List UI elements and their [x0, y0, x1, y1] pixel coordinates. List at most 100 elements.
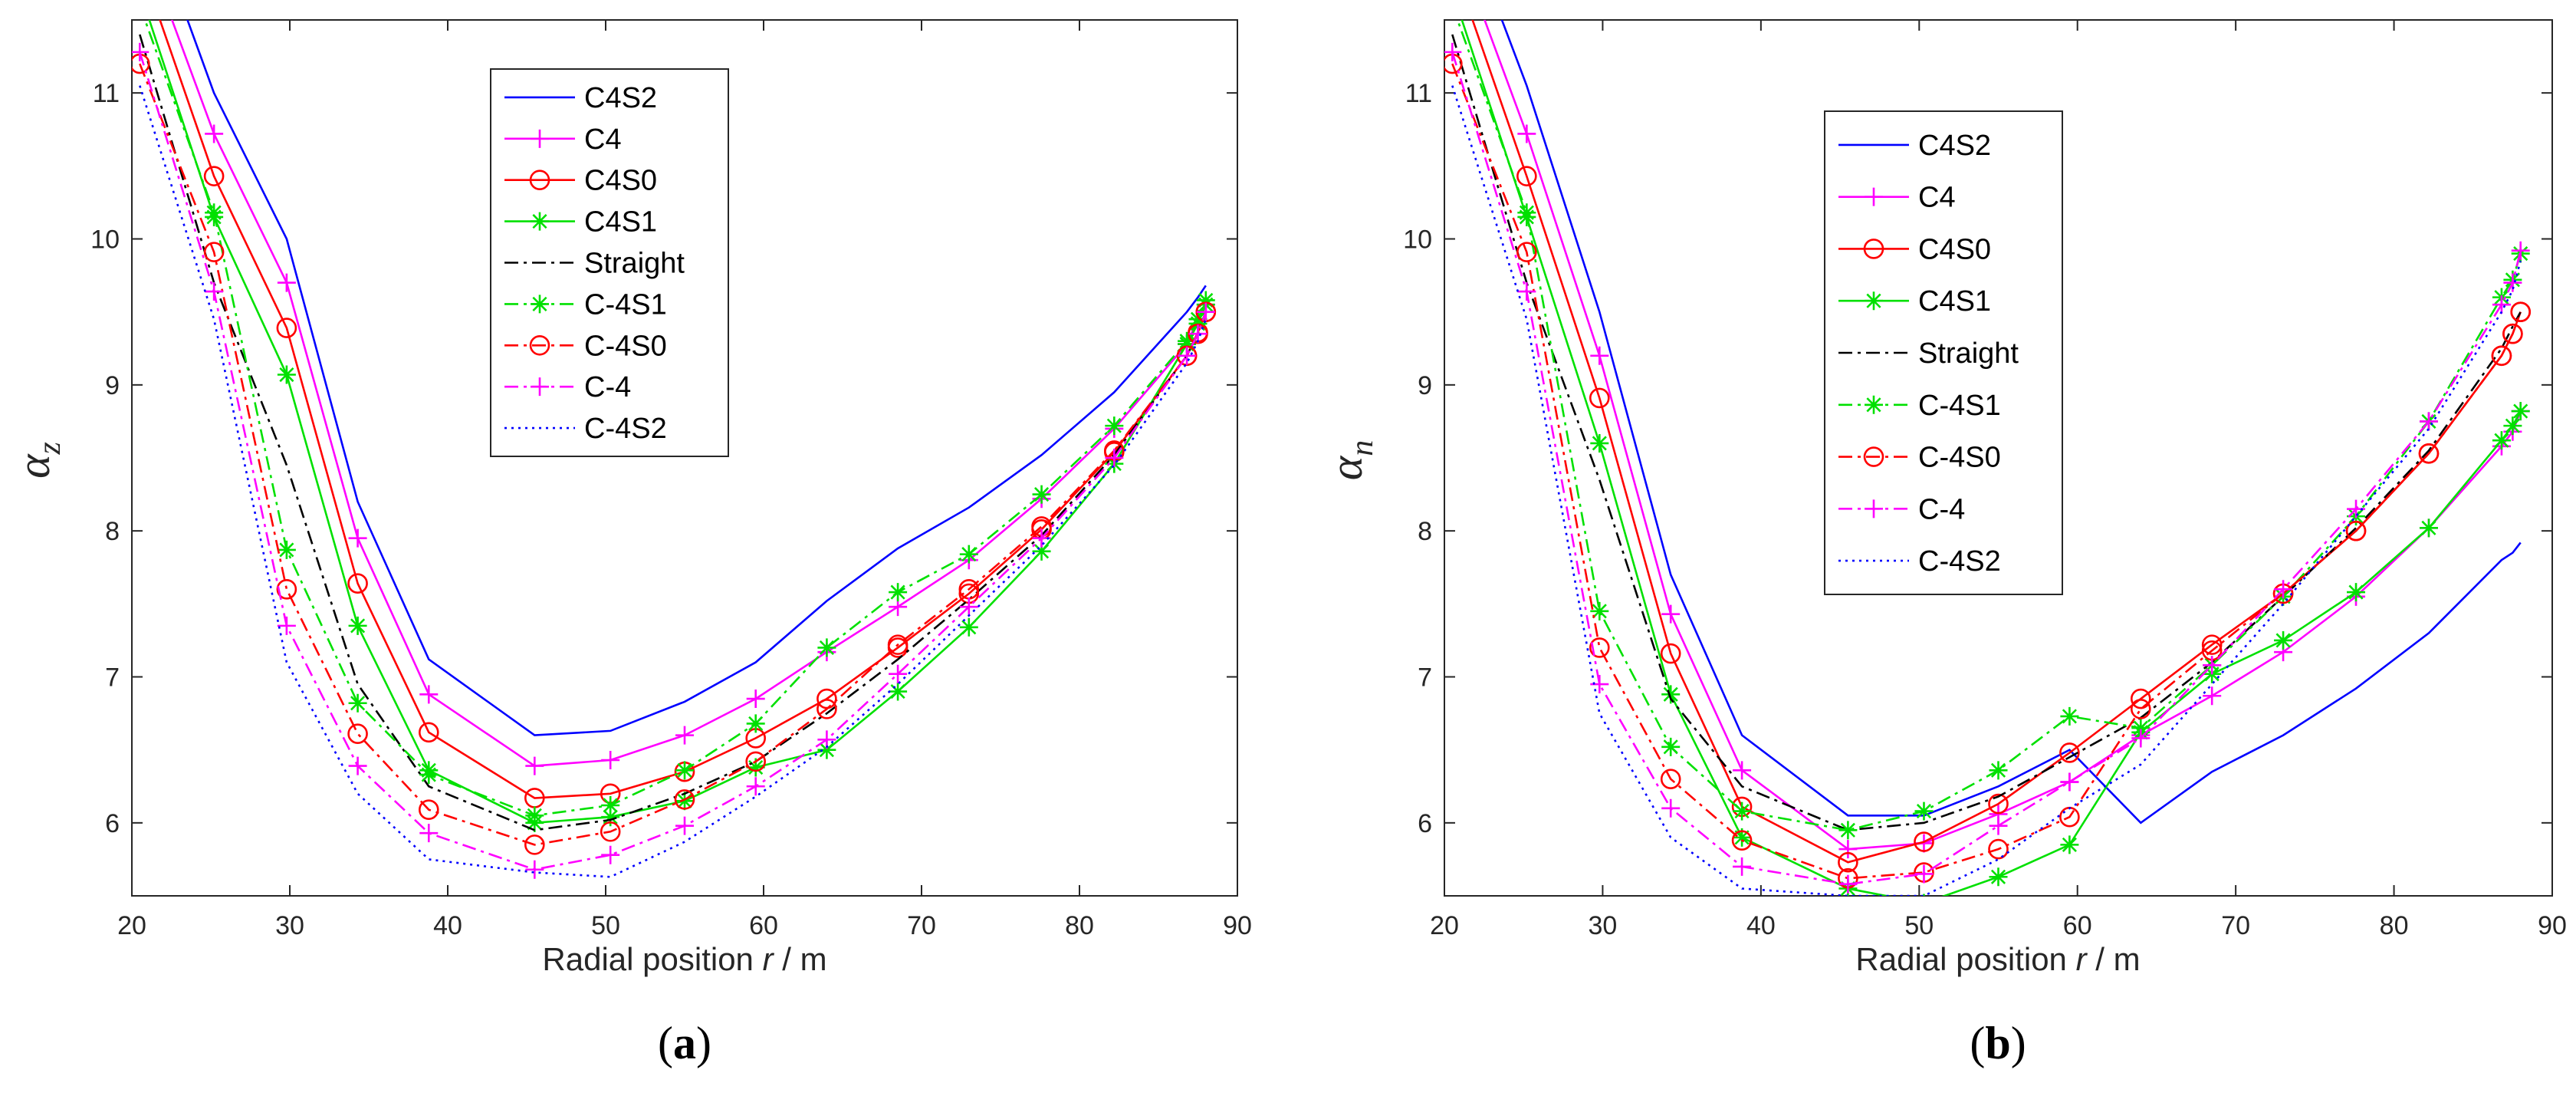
- data-point: [1188, 310, 1208, 329]
- x-axis-label-b: Radial position r / m: [1855, 941, 2140, 977]
- data-point: [2130, 699, 2151, 719]
- data-point: [2511, 402, 2530, 421]
- y-tick-label-a: 7: [105, 663, 120, 693]
- data-point: [2511, 241, 2530, 260]
- legend-marker: [1863, 239, 1884, 259]
- x-tick-label-a: 30: [275, 911, 304, 940]
- data-point: [1733, 828, 1752, 847]
- data-point: [348, 616, 367, 635]
- series-line: [139, 34, 1208, 831]
- data-point: [347, 723, 368, 745]
- data-point: [959, 597, 978, 617]
- legend-label: C-4S2: [1918, 545, 2001, 578]
- legend-label: C4S0: [584, 165, 657, 197]
- data-point: [2203, 686, 2222, 706]
- x-tick-label-a: 50: [591, 911, 620, 940]
- data-point: [524, 834, 545, 855]
- legend-marker: [531, 295, 549, 314]
- data-point: [889, 583, 908, 602]
- data-point: [1178, 346, 1197, 365]
- legend-label: C-4: [584, 371, 631, 403]
- data-point: [2131, 729, 2150, 748]
- data-point: [2274, 630, 2293, 650]
- data-point: [1196, 302, 1215, 321]
- data-point: [276, 578, 297, 600]
- data-point: [675, 792, 694, 811]
- y-tick-label-b: 7: [1418, 663, 1432, 693]
- panel-label-b: (b): [1970, 1018, 2026, 1068]
- data-point: [2491, 345, 2512, 367]
- data-point: [1838, 851, 1858, 873]
- legend-label: C4S0: [1918, 233, 1991, 265]
- data-point: [1443, 0, 1461, 15]
- legend-marker: [531, 212, 549, 231]
- data-point: [1589, 387, 1610, 409]
- data-point: [419, 685, 439, 704]
- x-tick-label-b: 80: [2380, 911, 2409, 940]
- data-point: [1444, 42, 1462, 61]
- legend-entry: C-4S0: [504, 330, 667, 362]
- data-point: [1731, 830, 1753, 851]
- data-point: [205, 124, 224, 143]
- data-point: [2131, 719, 2150, 738]
- x-tick-label-b: 70: [2221, 911, 2250, 940]
- series-line: [1451, 34, 2522, 831]
- series-line: [1451, 63, 2522, 880]
- legend-marker: [1865, 499, 1883, 518]
- y-tick-label-a: 11: [93, 79, 120, 108]
- x-tick-label-a: 90: [1223, 911, 1252, 940]
- data-point: [959, 545, 978, 564]
- legend-entry: C-4: [1838, 493, 1965, 525]
- legend-label: Straight: [584, 248, 685, 280]
- y-tick-label-b: 10: [1403, 225, 1432, 255]
- data-point: [1590, 346, 1609, 365]
- data-point: [1989, 816, 2008, 835]
- legend-label: Straight: [1918, 337, 2019, 370]
- data-point: [675, 816, 694, 835]
- axis-ticks-b: 20 30 40 50 60 70 80 90 6 7 8 9 10 11: [1403, 20, 2567, 940]
- legend-marker: [529, 170, 550, 191]
- data-point: [1914, 831, 1934, 852]
- data-point: [1838, 874, 1858, 894]
- data-point: [746, 714, 765, 733]
- legend-label: C-4S0: [584, 330, 667, 362]
- legend-entry: C-4S1: [1838, 390, 2001, 422]
- data-point: [276, 318, 297, 338]
- data-point: [601, 750, 620, 769]
- data-point: [600, 821, 621, 842]
- data-point: [418, 722, 439, 743]
- data-point: [746, 690, 765, 709]
- data-point: [2060, 706, 2079, 726]
- data-point: [419, 765, 439, 785]
- legend-entry: C4S1: [1838, 285, 1991, 318]
- legend-b: C4S2 C4 C4S0 C4S1 Straight C-4S1 C-4S0 C-4 C-4S2: [1824, 110, 2063, 595]
- legend-entry: C4S1: [504, 206, 657, 239]
- legend-label: C4S1: [1918, 285, 1991, 318]
- y-tick-label-b: 8: [1418, 517, 1432, 546]
- legend-entry: C4: [1838, 182, 1956, 214]
- chart-panel-b: 20 30 40 50 60 70 80 90 6 7 8 9 10 11 αn Radial posit…: [1321, 0, 2567, 1068]
- data-point: [1914, 802, 1934, 821]
- data-point: [1105, 449, 1124, 467]
- data-point: [2503, 416, 2522, 436]
- data-point: [1989, 761, 2008, 780]
- data-point: [418, 799, 439, 821]
- data-point: [1917, 894, 1930, 896]
- legend-entry: C4: [504, 123, 622, 156]
- chart-panel-a: 20 30 40 50 60 70 80 90 6 7 8 9 10 11 αz Radial posit…: [8, 19, 1252, 1068]
- legend-label: C-4S1: [1918, 390, 2001, 422]
- data-point: [1032, 485, 1051, 504]
- x-tick-label-b: 90: [2538, 911, 2567, 940]
- series-line: [139, 63, 1208, 846]
- series-straight-a: [139, 34, 1208, 831]
- data-point: [2203, 656, 2222, 675]
- data-point: [2060, 835, 2079, 854]
- data-point: [2201, 634, 2223, 655]
- data-point: [277, 540, 296, 559]
- series-c4s2-a: [186, 20, 1207, 736]
- data-point: [277, 365, 296, 384]
- data-point: [203, 166, 225, 186]
- data-point: [525, 806, 544, 825]
- data-point: [1178, 331, 1197, 351]
- data-point: [203, 242, 225, 262]
